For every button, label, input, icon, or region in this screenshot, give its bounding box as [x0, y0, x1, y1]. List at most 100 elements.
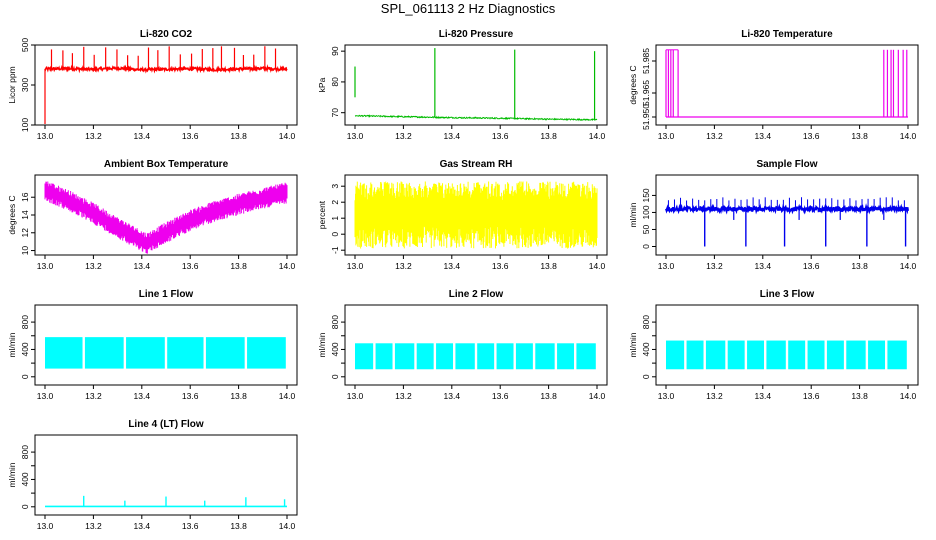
- x-tick-label: 13.6: [182, 261, 199, 271]
- flow-block: [205, 337, 245, 369]
- y-tick-label: 400: [20, 472, 30, 486]
- chart-panel-9: Line 3 Flow 13.0 13.2 13.4 13.6 13.8 14.0 0 400 8…: [628, 289, 919, 401]
- x-tick-label: 14.0: [900, 391, 917, 401]
- x-tick-label: 13.2: [85, 261, 102, 271]
- flow-block: [167, 337, 204, 369]
- chart-panel-2: Li-820 Pressure 13.0 13.2 13.4 13.6 13.8 14.0 7…: [317, 29, 608, 141]
- flow-block: [375, 343, 393, 370]
- flow-block: [727, 340, 745, 370]
- plot-frame: [655, 44, 919, 126]
- y-tick-label: 800: [20, 315, 30, 329]
- x-tick-label: 13.2: [706, 391, 723, 401]
- flow-block: [496, 343, 514, 370]
- x-tick-label: 13.8: [540, 391, 557, 401]
- plot-frame: [344, 174, 608, 256]
- y-tick-label: 800: [20, 445, 30, 459]
- flow-block: [576, 343, 596, 370]
- chart-title: Line 3 Flow: [760, 289, 815, 300]
- y-axis-label: ml/min: [628, 202, 638, 227]
- y-axis-label: percent: [317, 200, 327, 229]
- y-axis-label: ml/min: [317, 332, 327, 357]
- y-tick-label: 51.950: [641, 104, 651, 130]
- pressure-series-line: [354, 114, 598, 122]
- flow-block: [557, 343, 575, 370]
- y-axis-label: kPa: [317, 77, 327, 92]
- x-tick-label: 13.2: [706, 261, 723, 271]
- x-tick-label: 13.4: [134, 391, 151, 401]
- flow-block: [247, 337, 286, 369]
- x-tick-label: 13.6: [803, 131, 820, 141]
- y-tick-label: 90: [330, 46, 340, 56]
- x-tick-label: 13.4: [755, 391, 772, 401]
- x-tick-label: 13.6: [182, 391, 199, 401]
- x-tick-label: 13.2: [706, 131, 723, 141]
- y-axis-label: ml/min: [628, 332, 638, 357]
- chart-title: Line 1 Flow: [139, 289, 194, 300]
- y-tick-label: 0: [20, 374, 30, 379]
- flow-block: [766, 340, 786, 370]
- chart-panel-1: Li-820 CO2 13.0 13.2 13.4 13.6 13.8 14.0 100 300…: [7, 29, 298, 141]
- flow-block: [887, 340, 907, 370]
- x-tick-label: 13.6: [492, 261, 509, 271]
- x-tick-label: 13.2: [395, 391, 412, 401]
- y-tick-label: 400: [641, 342, 651, 356]
- x-tick-label: 13.2: [395, 261, 412, 271]
- x-tick-label: 14.0: [279, 131, 296, 141]
- flow-block: [455, 343, 475, 370]
- y-axis-label: ml/min: [7, 332, 17, 357]
- chart-panel-5: Gas Stream RH 13.0 13.2 13.4 13.6 13.8 14.0 -1 0…: [317, 159, 608, 271]
- plot-frame: [344, 304, 608, 386]
- flow-block: [868, 340, 886, 370]
- plot-frame: [655, 174, 919, 256]
- chart-panel-6: Sample Flow 13.0 13.2 13.4 13.6 13.8 14.0 0 50 10…: [628, 159, 919, 271]
- plot-frame: [655, 304, 919, 386]
- sample-flow-line: [665, 203, 909, 215]
- x-tick-label: 13.8: [230, 261, 247, 271]
- x-tick-label: 13.0: [658, 131, 675, 141]
- x-tick-label: 14.0: [900, 261, 917, 271]
- x-tick-label: 13.4: [444, 391, 461, 401]
- x-tick-label: 13.0: [658, 261, 675, 271]
- x-tick-label: 13.0: [347, 261, 364, 271]
- x-tick-label: 13.8: [230, 391, 247, 401]
- x-tick-label: 13.4: [134, 131, 151, 141]
- y-tick-label: 16: [20, 192, 30, 202]
- x-tick-label: 13.8: [230, 131, 247, 141]
- flow-block: [416, 343, 434, 370]
- x-tick-label: 13.0: [347, 391, 364, 401]
- flow-block: [394, 343, 415, 370]
- y-tick-label: 80: [330, 77, 340, 87]
- y-tick-label: 400: [330, 342, 340, 356]
- x-tick-label: 14.0: [589, 131, 606, 141]
- y-tick-label: 150: [641, 188, 651, 202]
- ambient-temp-band: [44, 181, 288, 254]
- y-tick-label: 400: [20, 342, 30, 356]
- x-tick-label: 13.8: [230, 521, 247, 531]
- chart-title: Sample Flow: [756, 159, 817, 170]
- flow-block: [747, 340, 765, 370]
- x-tick-label: 13.6: [182, 521, 199, 531]
- y-tick-label: 14: [20, 210, 30, 220]
- y-tick-label: 10: [20, 246, 30, 256]
- x-tick-label: 13.4: [755, 261, 772, 271]
- y-tick-label: 51.985: [641, 48, 651, 74]
- x-tick-label: 13.6: [492, 391, 509, 401]
- flow-block: [45, 337, 83, 369]
- flow-block: [846, 340, 866, 370]
- y-axis-label: degrees C: [628, 65, 638, 104]
- plot-frame: [344, 44, 608, 126]
- chart-panel-8: Line 2 Flow 13.0 13.2 13.4 13.6 13.8 14.0 0 400 8…: [317, 289, 608, 401]
- chart-title: Li-820 Pressure: [439, 29, 514, 40]
- x-tick-label: 13.6: [803, 261, 820, 271]
- plot-frame: [34, 174, 298, 256]
- y-tick-label: 50: [641, 224, 651, 234]
- plot-frame: [34, 304, 298, 386]
- x-tick-label: 14.0: [279, 391, 296, 401]
- x-tick-label: 13.0: [347, 131, 364, 141]
- x-tick-label: 13.4: [134, 261, 151, 271]
- chart-panel-10: Line 4 (LT) Flow 13.0 13.2 13.4 13.6 13.8 14.0…: [7, 419, 298, 531]
- y-tick-label: 0: [330, 374, 340, 379]
- flow-block: [535, 343, 555, 370]
- x-tick-label: 14.0: [279, 521, 296, 531]
- x-tick-label: 14.0: [279, 261, 296, 271]
